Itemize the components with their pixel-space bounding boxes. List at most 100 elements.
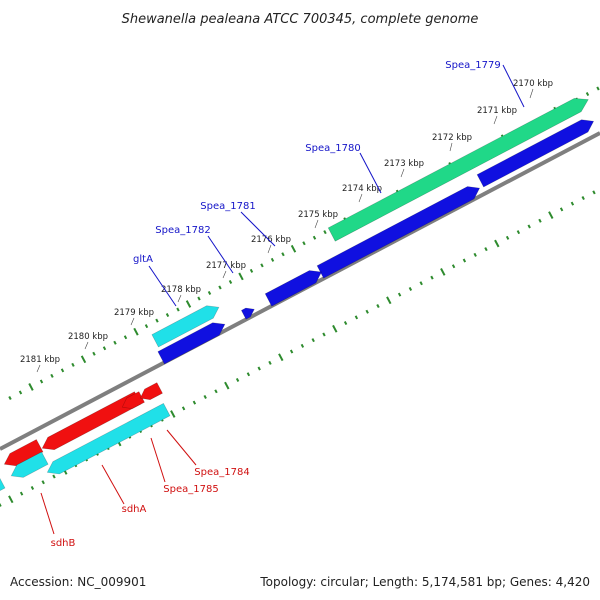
tick-mark (113, 340, 117, 345)
tick-mark (18, 390, 23, 395)
gene-spea-1785 (139, 382, 163, 401)
gene-spea-1780 (316, 186, 481, 279)
tick-label-group: 2173 kbp (384, 159, 424, 178)
tick-mark (343, 321, 348, 326)
tick-mark (197, 296, 201, 301)
tick-connector (177, 294, 182, 303)
tick-mark (60, 368, 65, 373)
gene-spea-1784-b (121, 391, 145, 410)
tick-label-group: 2179 kbp (114, 308, 154, 326)
tick-mark (596, 86, 600, 91)
tick-mark (102, 346, 107, 351)
tick-label-group: 2174 kbp (342, 184, 382, 203)
tick-connector (222, 270, 227, 279)
tick-label-group: 2172 kbp (432, 133, 472, 152)
tick-label: 2177 kbp (206, 261, 246, 271)
tick-mark (203, 394, 207, 399)
tick-mark (430, 275, 434, 280)
tick-mark (592, 190, 596, 195)
tick-connector (358, 193, 363, 203)
forward-gene-label: Spea_1780 (305, 143, 360, 154)
tick-mark (133, 327, 139, 336)
tick-mark (397, 292, 402, 297)
tick-mark (494, 239, 500, 248)
tick-mark (176, 307, 180, 312)
tick-mark (312, 235, 317, 240)
forward-label-connector (502, 64, 525, 108)
forward-gene-label-group: Spea_1779 (445, 60, 525, 108)
gene-gltA (151, 305, 220, 348)
tick-mark (19, 491, 24, 496)
tick-mark (323, 230, 327, 235)
reverse-label-connector (40, 492, 55, 535)
tick-mark (218, 285, 222, 290)
tick-mark (473, 252, 477, 257)
tick-mark (538, 218, 542, 223)
tick-mark (440, 268, 446, 276)
tick-mark (527, 224, 531, 229)
tick-connector (36, 364, 41, 373)
tick-label: 2170 kbp (513, 79, 553, 89)
tick-mark (516, 230, 521, 235)
tick-mark (207, 290, 212, 295)
tick-mark (300, 343, 305, 348)
forward-label-connector (359, 152, 382, 194)
tick-mark (144, 324, 149, 329)
tick-mark (238, 272, 244, 281)
tick-mark (505, 235, 510, 240)
tick-mark (386, 296, 392, 305)
tick-mark (50, 373, 54, 378)
tick-label-group: 2180 kbp (68, 332, 108, 350)
tick-label: 2180 kbp (68, 332, 108, 342)
tick-mark (289, 349, 294, 354)
tick-mark (185, 300, 192, 308)
tick-mark (302, 241, 306, 246)
tick-connector (314, 219, 319, 229)
tick-mark (559, 207, 564, 212)
tick-mark (30, 485, 35, 490)
tick-label-group: 2178 kbp (161, 285, 201, 303)
tick-label: 2178 kbp (161, 285, 201, 295)
reverse-gene-label: Spea_1785 (163, 484, 218, 495)
topology-text: Topology: circular; Length: 5,174,581 bp… (259, 575, 590, 589)
tick-mark (311, 338, 315, 343)
gene-spea-1779-b (476, 119, 595, 188)
tick-mark (228, 279, 233, 284)
gene-sdhA (3, 439, 44, 467)
tick-mark (155, 318, 159, 323)
tick-connector (267, 244, 272, 254)
reverse-gene-label: sdhA (122, 504, 147, 515)
tick-label: 2176 kbp (251, 235, 291, 245)
tick-connector (400, 168, 405, 178)
tick-label-group: 2170 kbp (513, 79, 553, 99)
forward-label-connector (148, 265, 177, 307)
reverse-gene-label-group: Spea_1784 (166, 429, 250, 478)
forward-label-connector (207, 235, 234, 274)
tick-mark (278, 353, 284, 362)
tick-mark (270, 257, 275, 262)
forward-gene-label-group: gltA (133, 254, 177, 307)
tick-label: 2179 kbp (114, 308, 154, 318)
tick-mark (462, 258, 467, 263)
reverse-gene-label-group: Spea_1785 (150, 437, 219, 495)
gene-sdhA-b (46, 402, 171, 475)
tick-mark (8, 396, 12, 400)
tick-mark (39, 379, 44, 384)
forward-gene-label-group: Spea_1781 (200, 201, 276, 247)
tick-mark (170, 410, 176, 418)
tick-mark (260, 263, 264, 268)
tick-label-group: 2171 kbp (477, 106, 517, 125)
tick-mark (235, 377, 240, 382)
tick-mark (570, 201, 575, 206)
tick-mark (581, 196, 585, 201)
tick-mark (484, 247, 488, 252)
tick-mark (224, 381, 230, 390)
reverse-gene-label-group: sdhB (40, 492, 76, 549)
inner-tick-row (0, 190, 596, 507)
tick-mark (376, 304, 380, 309)
gene-spea-1781 (264, 270, 322, 307)
map-title: Shewanella pealeana ATCC 700345, complet… (122, 12, 479, 27)
tick-connector (529, 88, 534, 99)
forward-label-connector (240, 211, 276, 247)
